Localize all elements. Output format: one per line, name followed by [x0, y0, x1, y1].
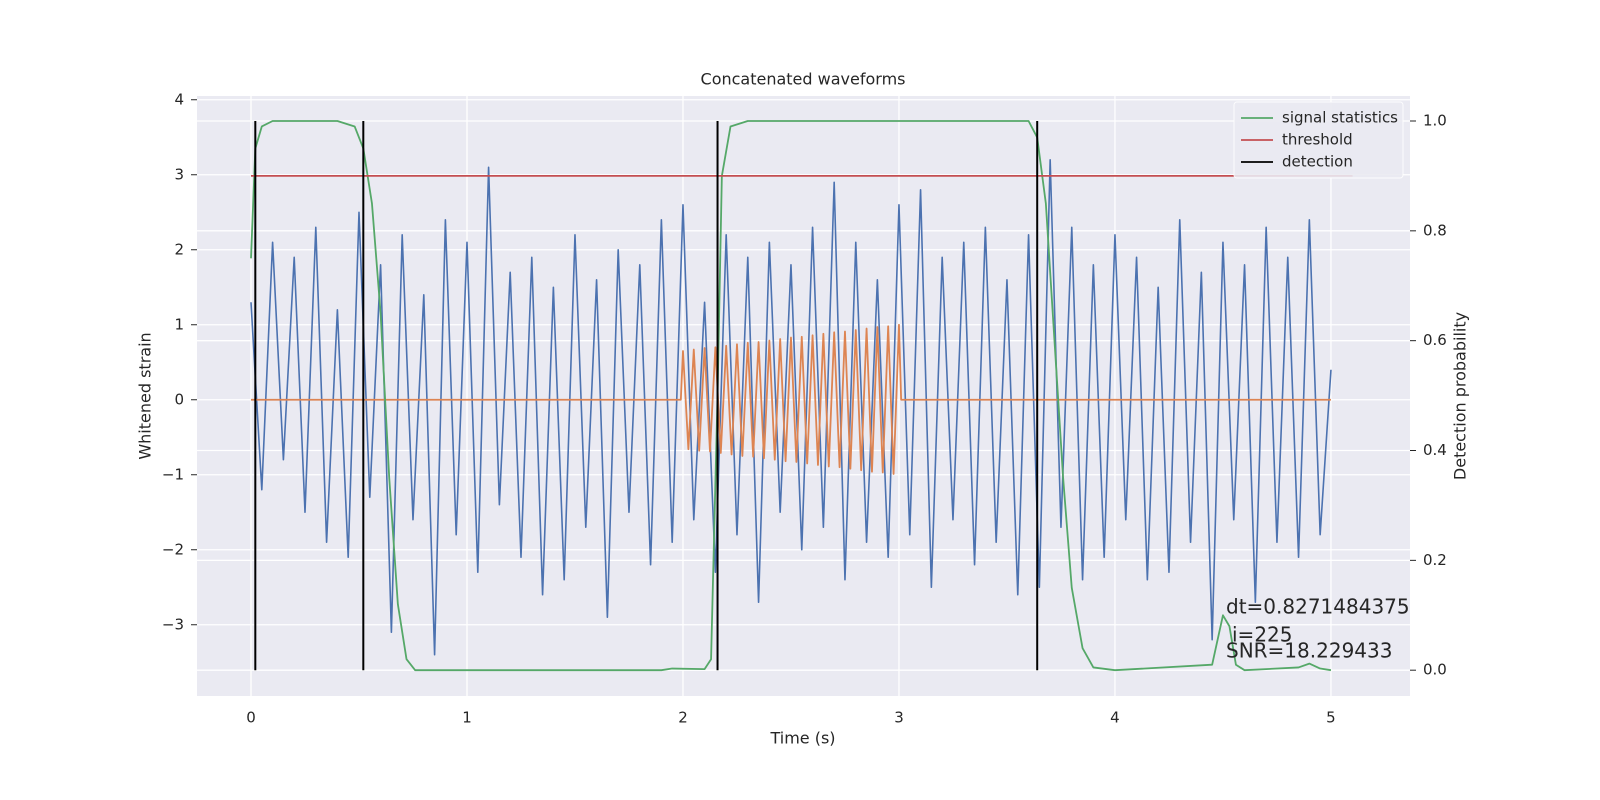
- x-tick-label: 2: [678, 709, 688, 727]
- y2-tick-label: 0.0: [1423, 661, 1447, 679]
- annotation: i=225: [1232, 623, 1293, 647]
- chart-title: Concatenated waveforms: [701, 70, 906, 89]
- series-line: [251, 323, 1331, 475]
- x-tick-label: 1: [462, 709, 472, 727]
- y-tick-label: −1: [162, 465, 184, 483]
- y-tick-label: −2: [162, 540, 184, 558]
- y-axis-label: Whitened strain: [136, 332, 155, 459]
- x-axis-label: Time (s): [769, 729, 835, 748]
- series-line: [250, 158, 1332, 656]
- legend-label: signal statistics: [1282, 109, 1398, 127]
- x-tick-label: 0: [246, 709, 256, 727]
- y2-tick-label: 0.6: [1423, 331, 1447, 349]
- y2-tick-label: 0.8: [1423, 221, 1447, 239]
- x-tick-label: 4: [1110, 709, 1120, 727]
- y-tick-label: 1: [174, 315, 184, 333]
- legend-label: threshold: [1282, 131, 1353, 149]
- series-line: [250, 120, 1332, 672]
- legend-box: [1233, 101, 1404, 179]
- x-tick-label: 3: [894, 709, 904, 727]
- legend-label: detection: [1282, 153, 1353, 171]
- y-tick-label: −3: [162, 615, 184, 633]
- y2-tick-label: 0.2: [1423, 551, 1447, 569]
- y2-tick-label: 0.4: [1423, 441, 1447, 459]
- y2-axis-label: Detection probability: [1451, 312, 1470, 480]
- x-tick-label: 5: [1326, 709, 1336, 727]
- y-tick-label: 0: [174, 390, 184, 408]
- y2-tick-label: 1.0: [1423, 111, 1447, 129]
- annotation: SNR=18.229433: [1226, 639, 1392, 663]
- y-tick-label: 2: [174, 240, 184, 258]
- y-tick-label: 4: [174, 90, 184, 108]
- annotation: dt=0.8271484375: [1226, 595, 1410, 619]
- y-tick-label: 3: [174, 165, 184, 183]
